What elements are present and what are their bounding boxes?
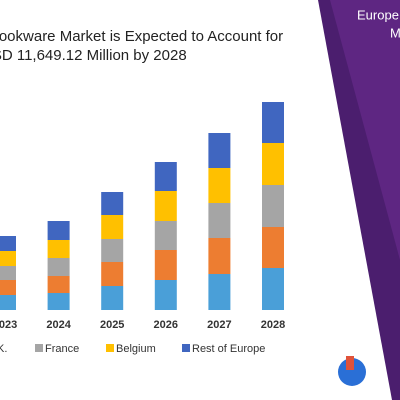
- bar-segment: [262, 185, 284, 227]
- bar-segment: [208, 203, 231, 238]
- bar-segment: [208, 168, 231, 203]
- logo: [338, 356, 366, 386]
- chart-title: USD 11,649.12 Million by 2028: [0, 47, 187, 64]
- bar-segment: [154, 280, 177, 310]
- bar-segment: [262, 102, 284, 143]
- bar-segment: [208, 133, 231, 168]
- bar-segment: [154, 221, 177, 250]
- bar-segment: [208, 274, 231, 310]
- bar-segment: [47, 221, 70, 240]
- bar-segment: [154, 162, 177, 191]
- bar-segment: [101, 215, 124, 239]
- bar-segment: [101, 192, 124, 215]
- bar-segment: [154, 250, 177, 280]
- bar-segment: [0, 280, 16, 295]
- bar-segment: [101, 286, 124, 310]
- chart-title: Cookware Market is Expected to Account f…: [0, 28, 283, 45]
- bar-segment: [208, 238, 231, 274]
- x-tick-label: 2027: [207, 319, 231, 331]
- bar-segment: [0, 236, 16, 251]
- bar-segment: [101, 239, 124, 262]
- x-tick-label: 2024: [46, 319, 71, 331]
- legend-swatch: [35, 344, 43, 352]
- side-panel-accent: [330, 0, 400, 260]
- legend-label: Belgium: [116, 343, 156, 355]
- bar-segment: [154, 191, 177, 221]
- bar-segment: [0, 295, 16, 310]
- legend-label: U.K.: [0, 343, 7, 355]
- bar-segment: [262, 268, 284, 310]
- x-tick-label: 2023: [0, 319, 17, 331]
- legend-label: Rest of Europe: [192, 343, 265, 355]
- bar-segment: [47, 276, 70, 293]
- bar-segment: [47, 240, 70, 258]
- panel-text: M: [390, 25, 400, 40]
- x-tick-label: 2026: [154, 319, 178, 331]
- legend-swatch: [182, 344, 190, 352]
- legend-label: France: [45, 343, 79, 355]
- bar-segment: [262, 227, 284, 268]
- bar-segment: [47, 258, 70, 276]
- legend-swatch: [106, 344, 114, 352]
- bar-segment: [0, 266, 16, 280]
- x-tick-label: 2025: [100, 319, 124, 331]
- bar-segment: [101, 262, 124, 286]
- bar-segment: [262, 143, 284, 185]
- bar-segment: [0, 251, 16, 266]
- panel-text: Europe: [357, 7, 399, 22]
- bar-segment: [47, 293, 70, 310]
- x-tick-label: 2028: [261, 319, 285, 331]
